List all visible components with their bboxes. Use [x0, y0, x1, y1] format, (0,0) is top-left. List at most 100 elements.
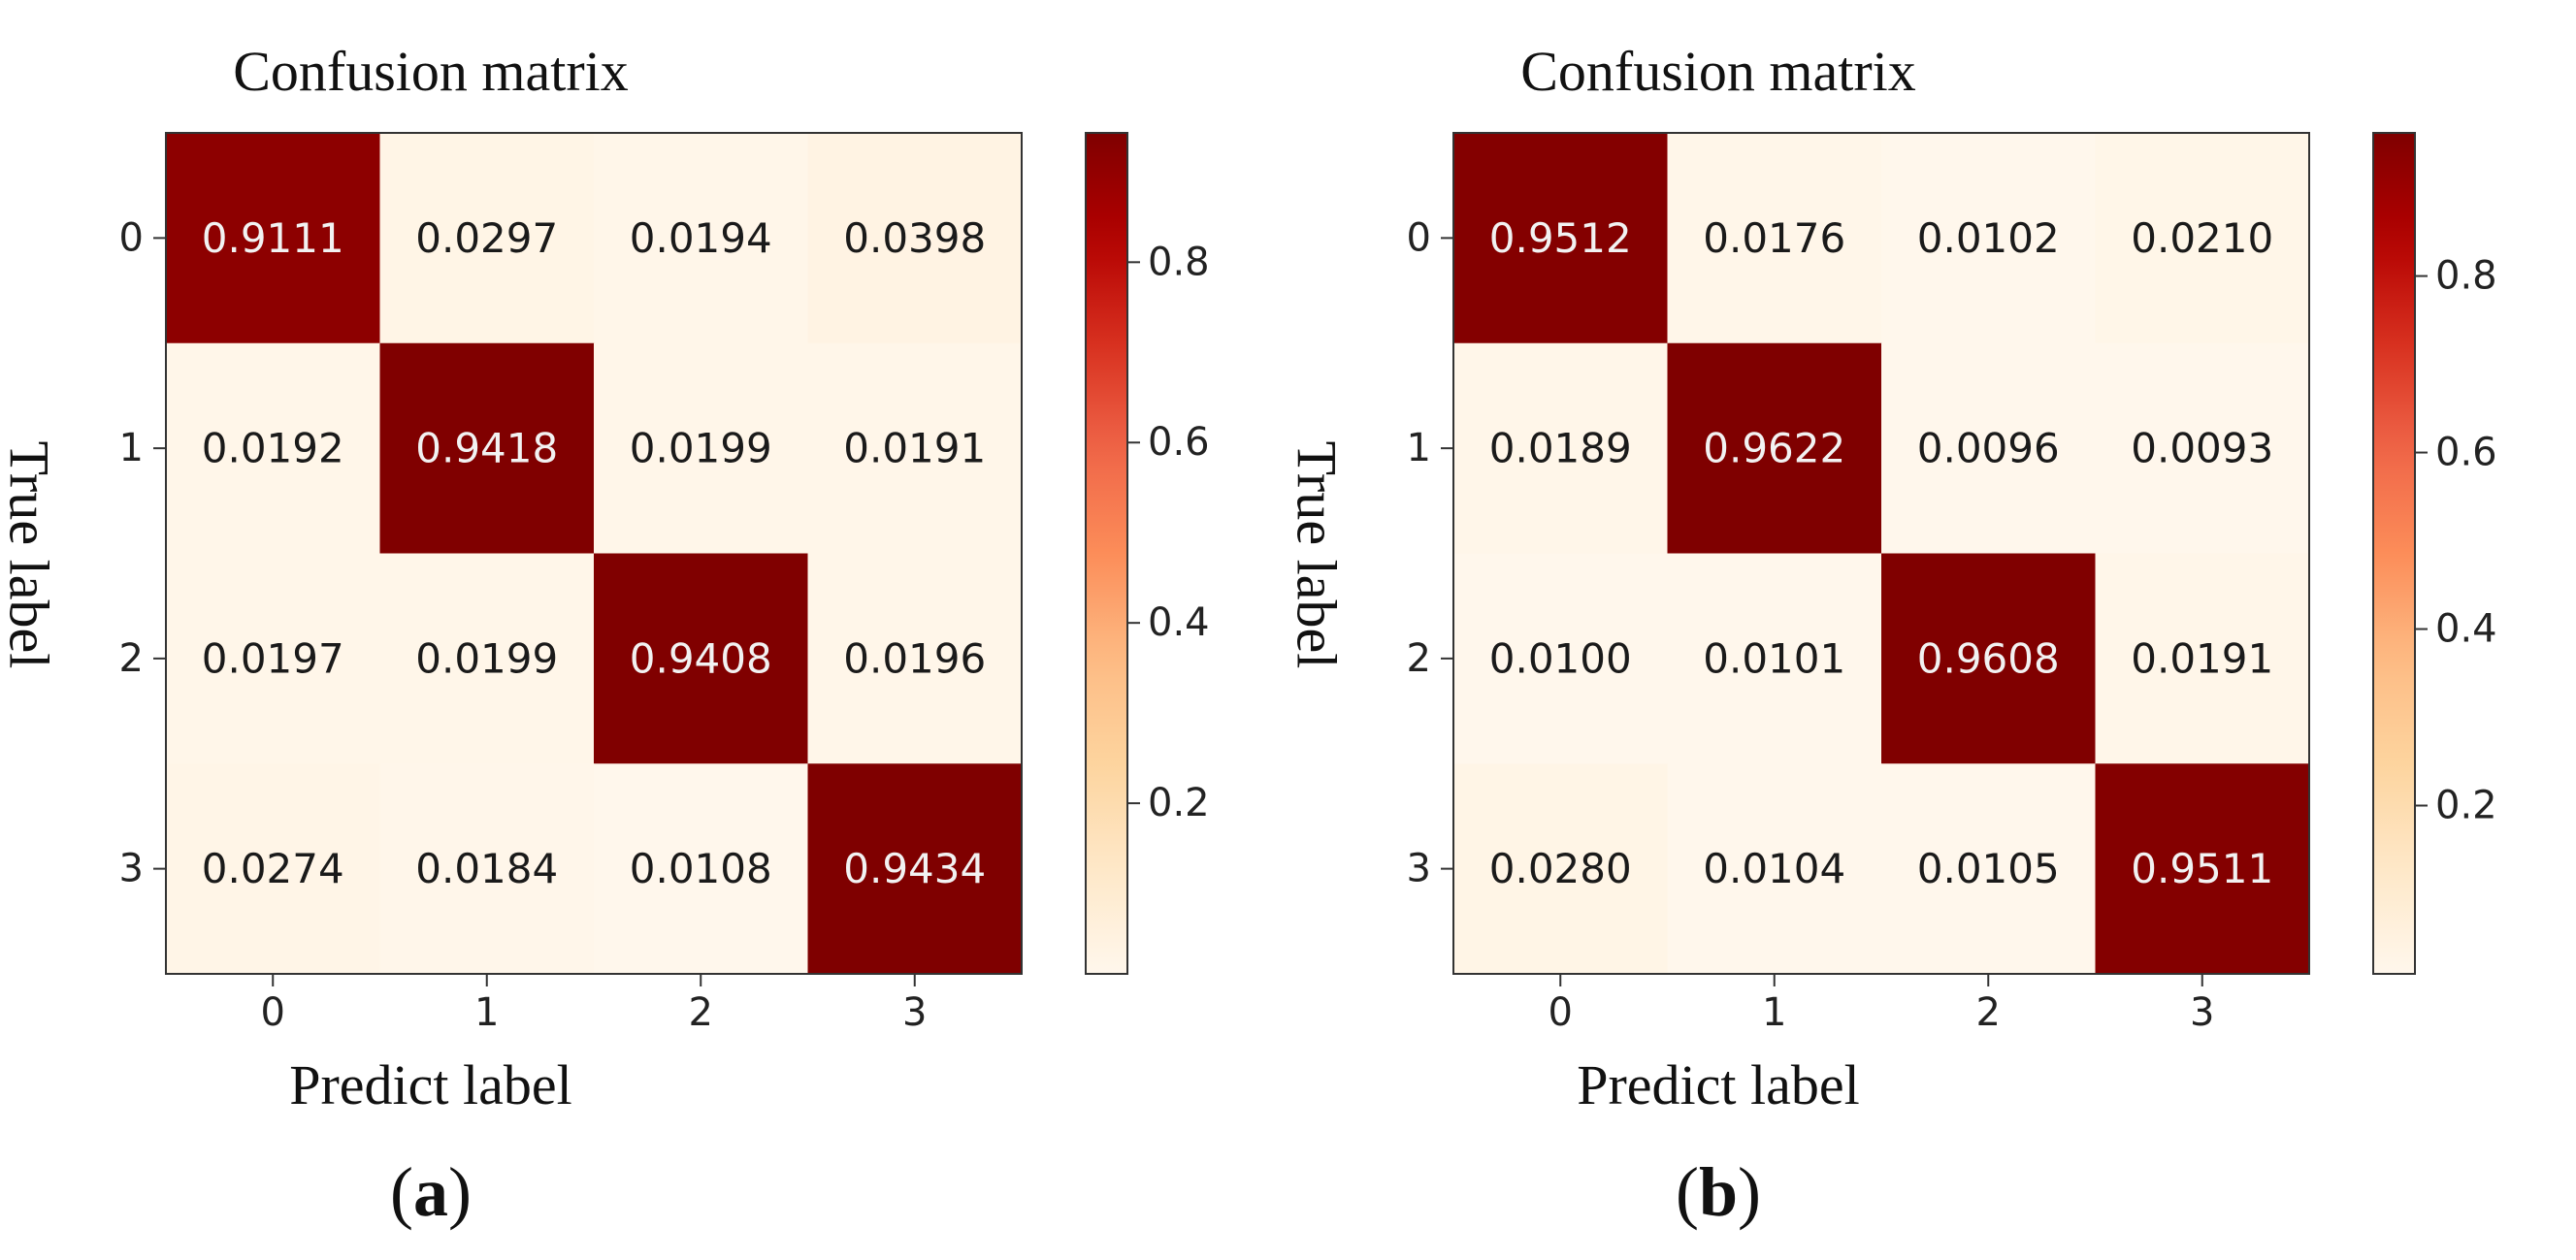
- x-tick-label-a: 2: [689, 990, 713, 1035]
- cell-value-label-a: 0.0184: [415, 845, 558, 892]
- heatmap-cell-b: [1453, 342, 1668, 554]
- heatmap-cell-a: [379, 133, 595, 344]
- colorbar-tick-label-a: 0.8: [1148, 240, 1210, 284]
- cell-value-label-b: 0.0101: [1703, 634, 1845, 682]
- cell-value-label-a: 0.9418: [415, 425, 558, 472]
- cell-value-label-a: 0.0196: [843, 634, 986, 682]
- cell-value-label-b: 0.0191: [2131, 634, 2273, 682]
- cell-value-label-a: 0.9434: [843, 845, 986, 892]
- heatmap-cell-a: [594, 342, 808, 554]
- heatmap-cell-a: [166, 342, 380, 554]
- cell-value-label-b: 0.0280: [1489, 845, 1632, 892]
- heatmap-cell-a: [166, 763, 380, 975]
- colorbar-tick-label-b: 0.4: [2435, 607, 2497, 652]
- cell-value-label-b: 0.0210: [2131, 214, 2273, 262]
- cell-value-label-b: 0.0189: [1489, 425, 1632, 472]
- heatmap-cell-b: [2095, 763, 2310, 975]
- heatmap-cell-b: [1881, 342, 2096, 554]
- heatmap-cell-b: [2095, 553, 2310, 764]
- colorbar-tick-label-a: 0.2: [1148, 781, 1210, 825]
- heatmap-cell-a: [379, 553, 595, 764]
- cell-value-label-a: 0.0398: [843, 214, 986, 262]
- heatmap-cell-a: [807, 133, 1023, 344]
- heatmap-cell-a: [379, 342, 595, 554]
- cell-value-label-a: 0.9111: [202, 214, 344, 262]
- colorbar-tick-label-b: 0.2: [2435, 783, 2497, 827]
- chart-title-b: Confusion matrix: [1520, 40, 1916, 103]
- heatmap-cell-b: [1881, 553, 2096, 764]
- heatmap-cell-a: [166, 133, 380, 344]
- y-tick-label-a: 0: [119, 215, 144, 260]
- heatmap-cell-a: [166, 553, 380, 764]
- caption-label-b: b: [1698, 1153, 1739, 1231]
- heatmap-cell-a: [379, 763, 595, 975]
- heatmap-cell-b: [1881, 133, 2096, 344]
- x-tick-label-b: 1: [1762, 990, 1786, 1035]
- cell-value-label-b: 0.0096: [1917, 425, 2060, 472]
- colorbar-b: [2372, 132, 2416, 975]
- heatmap-b: 0.9512 0.0176 0.0102 0.0210 0.0189 0.9622 0.00…: [1407, 132, 2497, 1035]
- y-tick-label-b: 3: [1407, 847, 1431, 891]
- heatmap-cell-a: [807, 553, 1023, 764]
- caption-close-paren-b: ): [1738, 1153, 1761, 1231]
- heatmap-cell-a: [594, 133, 808, 344]
- cell-value-label-a: 0.9408: [630, 634, 772, 682]
- x-tick-label-a: 1: [474, 990, 499, 1035]
- heatmap-cell-b: [1667, 342, 1882, 554]
- y-tick-label-b: 2: [1407, 636, 1431, 681]
- panel-caption-b: (b): [1288, 1152, 2149, 1233]
- heatmap-cell-a: [807, 763, 1023, 975]
- heatmap-cell-b: [2095, 133, 2310, 344]
- cell-value-label-a: 0.0194: [630, 214, 772, 262]
- caption-open-paren-b: (: [1675, 1153, 1699, 1231]
- cell-value-label-a: 0.0274: [202, 845, 344, 892]
- colorbar-tick-label-a: 0.6: [1148, 420, 1210, 465]
- heatmap-cell-b: [1667, 553, 1882, 764]
- y-tick-label-b: 0: [1407, 215, 1431, 260]
- heatmap-cell-a: [594, 553, 808, 764]
- x-tick-label-a: 0: [261, 990, 285, 1035]
- y-tick-label-b: 1: [1407, 426, 1431, 470]
- heatmap-cell-a: [807, 342, 1023, 554]
- y-tick-label-a: 2: [119, 636, 144, 681]
- y-tick-label-a: 1: [119, 426, 144, 470]
- cell-value-label-b: 0.9608: [1917, 634, 2060, 682]
- cell-value-label-a: 0.0199: [415, 634, 558, 682]
- caption-close-paren-a: ): [448, 1153, 472, 1231]
- cell-value-label-b: 0.9512: [1489, 214, 1632, 262]
- x-tick-label-b: 2: [1976, 990, 2001, 1035]
- heatmap-frame-b: [1452, 132, 2310, 975]
- caption-open-paren-a: (: [390, 1153, 413, 1231]
- cell-value-label-a: 0.0108: [630, 845, 772, 892]
- cell-value-label-a: 0.0191: [843, 425, 986, 472]
- cell-value-label-b: 0.9511: [2131, 845, 2273, 892]
- cell-value-label-b: 0.0176: [1703, 214, 1845, 262]
- panel-b: Confusion matrix True label Predict labe…: [1286, 0, 2575, 1260]
- chart-title-a: Confusion matrix: [233, 40, 629, 103]
- panel-caption-a: (a): [0, 1152, 862, 1233]
- heatmap-a: 0.9111 0.0297 0.0194 0.0398 0.0192 0.9418 0.01…: [119, 132, 1210, 1035]
- x-axis-label-b: Predict label: [1577, 1053, 1860, 1116]
- heatmap-cell-b: [2095, 342, 2310, 554]
- x-tick-label-b: 0: [1549, 990, 1573, 1035]
- heatmap-cell-b: [1881, 763, 2096, 975]
- heatmap-cell-b: [1453, 763, 1668, 975]
- cell-value-label-b: 0.0100: [1489, 634, 1632, 682]
- cell-value-label-a: 0.0199: [630, 425, 772, 472]
- heatmap-cell-a: [594, 763, 808, 975]
- colorbar-tick-label-a: 0.4: [1148, 600, 1210, 645]
- cell-value-label-b: 0.9622: [1703, 425, 1845, 472]
- colorbar-a: [1085, 132, 1128, 975]
- cell-value-label-b: 0.0102: [1917, 214, 2060, 262]
- x-axis-label-a: Predict label: [289, 1053, 572, 1116]
- heatmap-cell-b: [1667, 133, 1882, 344]
- caption-label-a: a: [413, 1153, 448, 1231]
- colorbar-tick-label-b: 0.6: [2435, 431, 2497, 475]
- cell-value-label-a: 0.0192: [202, 425, 344, 472]
- panel-a: Confusion matrix True label Predict labe…: [0, 40, 1210, 1233]
- heatmap-frame-a: [165, 132, 1023, 975]
- y-tick-label-a: 3: [119, 847, 144, 891]
- x-tick-label-b: 3: [2190, 990, 2214, 1035]
- colorbar-tick-label-b: 0.8: [2435, 254, 2497, 299]
